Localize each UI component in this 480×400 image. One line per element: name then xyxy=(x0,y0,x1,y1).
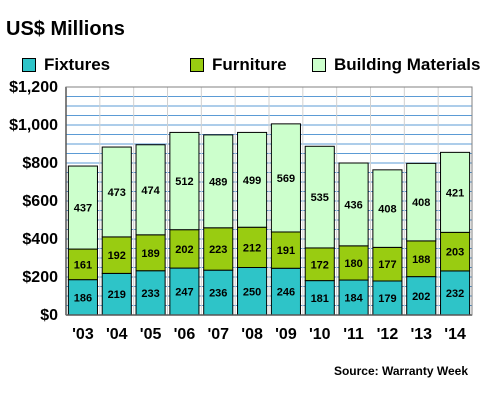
x-tick-label: '10 xyxy=(309,326,331,343)
legend-item-fixtures: Fixtures xyxy=(22,55,110,75)
data-label: 232 xyxy=(446,288,464,300)
x-tick-label: '14 xyxy=(444,326,466,343)
bar-segment-building-materials xyxy=(101,146,132,238)
data-label: 188 xyxy=(412,254,430,266)
bar-segment-furniture xyxy=(372,246,403,282)
source-note: Source: Warranty Week xyxy=(333,364,468,378)
data-label: 181 xyxy=(311,293,329,305)
data-label: 535 xyxy=(311,192,329,204)
bar-segment-building-materials xyxy=(406,162,437,242)
legend: Fixtures Furniture Building Materials xyxy=(22,55,480,79)
data-label: 186 xyxy=(74,292,92,304)
x-tick-label: '13 xyxy=(410,326,432,343)
data-label: 192 xyxy=(108,250,126,262)
x-tick-label: '12 xyxy=(377,326,399,343)
data-label: 437 xyxy=(74,203,92,215)
bar-segment-furniture xyxy=(237,226,268,268)
data-label: 203 xyxy=(446,247,464,259)
data-label: 180 xyxy=(344,258,362,270)
x-tick-label: '11 xyxy=(343,326,364,343)
data-label: 473 xyxy=(108,187,126,199)
chart-title: US$ Millions xyxy=(6,18,125,40)
x-tick-label: '08 xyxy=(241,326,263,343)
bar-segment-furniture xyxy=(101,236,132,274)
bar-segment-furniture xyxy=(406,240,437,278)
bar-segment-furniture xyxy=(304,247,335,282)
data-label: 512 xyxy=(175,176,193,188)
data-label: 474 xyxy=(141,185,160,197)
bar-segment-fixtures xyxy=(101,272,132,316)
x-tick-label: '09 xyxy=(275,326,297,343)
legend-label-fixtures: Fixtures xyxy=(44,55,111,74)
data-label: 161 xyxy=(74,259,92,271)
data-label: 212 xyxy=(243,242,261,254)
data-label: 489 xyxy=(209,176,227,188)
bar-segment-building-materials xyxy=(304,145,335,249)
legend-swatch-building-materials xyxy=(312,58,326,72)
data-label: 172 xyxy=(311,259,329,271)
data-label: 421 xyxy=(446,187,464,199)
data-label: 233 xyxy=(141,288,159,300)
data-label: 219 xyxy=(108,289,126,301)
bar-segment-furniture xyxy=(440,231,471,272)
bar-segment-fixtures xyxy=(270,267,301,316)
bar-segment-building-materials xyxy=(237,131,268,228)
bar-segment-building-materials xyxy=(203,134,234,229)
legend-item-furniture: Furniture xyxy=(190,55,287,75)
data-label: 223 xyxy=(209,244,227,256)
data-label: 202 xyxy=(175,244,193,256)
bar-segment-fixtures xyxy=(67,279,98,316)
bar-segment-building-materials xyxy=(338,162,369,247)
data-label: 177 xyxy=(378,259,396,271)
bar-segment-building-materials xyxy=(169,131,200,231)
y-tick-label: $800 xyxy=(22,155,58,172)
data-label: 569 xyxy=(277,173,295,185)
data-label: 236 xyxy=(209,288,227,300)
bar-segment-furniture xyxy=(203,227,234,271)
data-label: 247 xyxy=(175,287,193,299)
y-tick-label: $200 xyxy=(22,269,58,286)
data-label: 250 xyxy=(243,286,261,298)
x-tick-label: '05 xyxy=(140,326,162,343)
legend-label-furniture: Furniture xyxy=(212,55,287,74)
x-tick-label: '06 xyxy=(174,326,196,343)
y-tick-label: $1,000 xyxy=(9,117,58,134)
legend-item-building-materials: Building Materials xyxy=(312,55,480,75)
legend-swatch-furniture xyxy=(190,58,204,72)
bar-segment-furniture xyxy=(67,248,98,281)
bar-segment-building-materials xyxy=(372,169,403,248)
legend-label-building-materials: Building Materials xyxy=(334,55,480,74)
data-label: 408 xyxy=(412,197,430,209)
bar-segment-fixtures xyxy=(406,276,437,316)
bar-segment-furniture xyxy=(338,245,369,281)
x-tick-label: '03 xyxy=(72,326,94,343)
y-tick-label: $0 xyxy=(40,307,58,324)
data-label: 408 xyxy=(378,204,396,216)
legend-swatch-fixtures xyxy=(22,58,36,72)
bar-segment-building-materials xyxy=(135,144,166,236)
data-label: 246 xyxy=(277,287,295,299)
bar-segment-fixtures xyxy=(135,270,166,316)
bar-segment-furniture xyxy=(169,229,200,269)
data-label: 189 xyxy=(141,248,159,260)
y-tick-label: $600 xyxy=(22,193,58,210)
plot-border xyxy=(65,86,473,316)
y-tick-label: $1,200 xyxy=(9,79,58,96)
bar-segment-fixtures xyxy=(338,279,369,316)
data-label: 191 xyxy=(277,245,295,257)
bar-segment-building-materials xyxy=(440,151,471,233)
x-tick-label: '04 xyxy=(106,326,128,343)
data-label: 179 xyxy=(378,293,396,305)
bar-segment-building-materials xyxy=(270,123,301,233)
data-label: 436 xyxy=(344,199,362,211)
x-tick-label: '07 xyxy=(207,326,229,343)
data-label: 184 xyxy=(344,293,363,305)
data-label: 202 xyxy=(412,291,430,303)
bar-segment-fixtures xyxy=(440,270,471,316)
y-tick-label: $400 xyxy=(22,231,58,248)
bar-segment-building-materials xyxy=(67,165,98,250)
data-label: 499 xyxy=(243,175,261,187)
